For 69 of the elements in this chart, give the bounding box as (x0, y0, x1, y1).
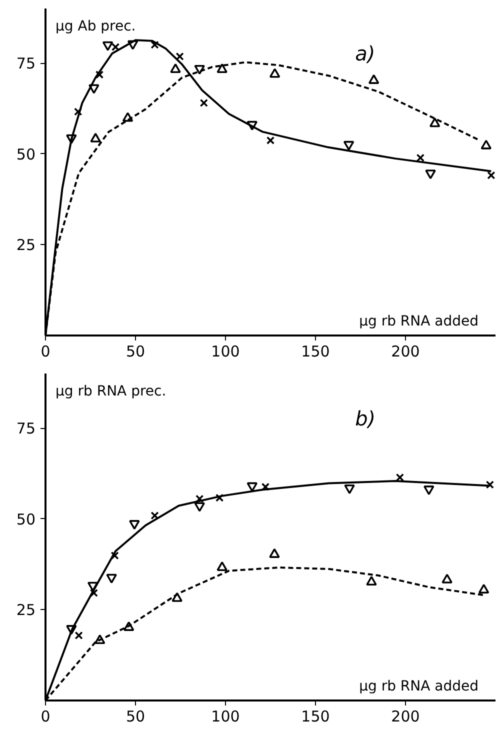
y-tick-label: 50 (16, 510, 36, 528)
point (343, 140, 354, 150)
point (429, 118, 440, 128)
point (88, 84, 100, 94)
y-tick-label: 25 (16, 601, 36, 620)
point (478, 584, 490, 594)
x-tick-label: 150 (301, 342, 330, 360)
y-tick-label: 75 (16, 420, 36, 438)
point (74, 108, 82, 116)
x-tick-label: 50 (126, 342, 146, 360)
point (123, 621, 134, 631)
point (269, 548, 280, 558)
x-tick-label: 0 (40, 708, 50, 726)
point (216, 561, 228, 572)
y-tick-label: 25 (16, 236, 36, 254)
point (111, 42, 120, 52)
point (216, 63, 228, 74)
annotation: b) (355, 406, 376, 430)
point (110, 551, 119, 560)
point (172, 592, 182, 602)
annotation: a) (355, 42, 376, 66)
point (176, 52, 184, 61)
point (266, 136, 275, 144)
point (486, 480, 494, 489)
point (95, 70, 104, 79)
point (129, 520, 140, 530)
point (194, 64, 205, 75)
point (215, 494, 224, 502)
point (442, 574, 452, 584)
point (196, 494, 204, 503)
point (90, 588, 98, 598)
x-tick-label: 200 (391, 342, 420, 360)
point (416, 154, 425, 162)
point (480, 140, 492, 150)
point (66, 134, 77, 144)
point (194, 502, 205, 512)
point (150, 40, 159, 49)
x-tick-label: 50 (126, 708, 146, 726)
point (94, 634, 106, 644)
x-tick-label: 200 (391, 708, 420, 726)
point (170, 63, 181, 74)
x-tick-label: 100 (211, 708, 240, 726)
point (246, 120, 258, 130)
point (90, 132, 101, 142)
point (424, 486, 434, 496)
point (366, 576, 377, 586)
y-axis-title: μg Ab prec. (56, 18, 136, 34)
x-tick-label: 0 (40, 342, 50, 360)
point (122, 112, 134, 122)
point (150, 511, 159, 520)
point (246, 482, 258, 492)
point (261, 482, 270, 491)
point (487, 171, 496, 180)
point (396, 473, 404, 482)
point (74, 631, 83, 640)
point (368, 74, 380, 84)
point (425, 170, 436, 180)
point (127, 40, 138, 50)
x-tick-label: 100 (211, 342, 240, 360)
y-tick-label: 50 (16, 145, 36, 164)
y-axis-title: μg rb RNA prec. (56, 384, 166, 400)
point (344, 484, 355, 494)
x-axis-title: μg rb RNA added (359, 314, 479, 330)
x-tick-label: 150 (301, 708, 330, 726)
x-axis-title: μg rb RNA added (359, 678, 479, 694)
point (200, 98, 208, 108)
y-tick-label: 75 (16, 54, 36, 72)
point (102, 41, 114, 51)
point (269, 68, 280, 78)
